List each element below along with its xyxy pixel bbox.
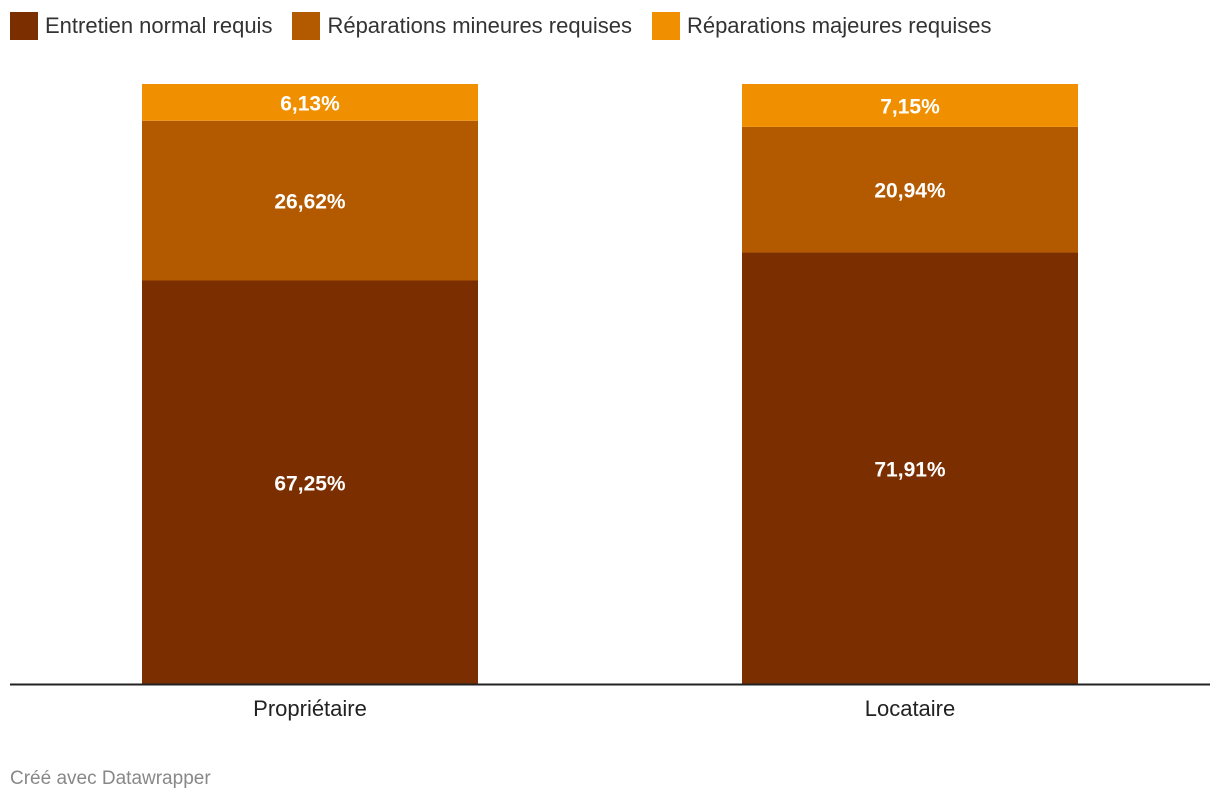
legend-swatch-reparations-mineures: [292, 12, 321, 40]
bar-segment-proprietaire-2[interactable]: [142, 84, 478, 121]
stacked-bar-chart: 67,25% 26,62% 6,13% Propriétaire 71,91% 20,94…: [10, 84, 1210, 721]
legend-swatch-entretien: [10, 12, 38, 40]
chart-legend: Entretien normal requis Réparations mine…: [10, 10, 1011, 42]
category-label: Locataire: [865, 696, 956, 721]
legend-item-reparations-mineures: Réparations mineures requises: [292, 12, 632, 40]
bar-value-label: 71,91%: [874, 458, 946, 481]
legend-label-entretien: Entretien normal requis: [45, 13, 273, 38]
legend-swatch-reparations-majeures: [651, 12, 680, 40]
legend-label-reparations-mineures: Réparations mineures requises: [327, 13, 632, 38]
bar-value-label: 7,15%: [880, 95, 940, 118]
bar-segment-locataire-1[interactable]: [742, 126, 1078, 253]
legend-item-reparations-majeures: Réparations majeures requises: [651, 12, 992, 40]
bar-value-label: 20,94%: [874, 180, 946, 203]
category-label: Propriétaire: [253, 696, 367, 721]
bar-segment-locataire-0[interactable]: [742, 252, 1078, 685]
bar-value-label: 6,13%: [280, 92, 340, 115]
bar-segment-proprietaire-0[interactable]: [142, 280, 478, 685]
legend-label-reparations-majeures: Réparations majeures requises: [686, 13, 992, 38]
credit-text[interactable]: Créé avec Datawrapper: [10, 768, 211, 789]
legend-item-entretien: Entretien normal requis: [10, 12, 272, 40]
bar-value-label: 26,62%: [274, 191, 346, 214]
bar-segment-locataire-2[interactable]: [742, 84, 1078, 127]
bar-segment-proprietaire-1[interactable]: [142, 120, 478, 281]
bar-value-label: 67,25%: [274, 472, 346, 495]
